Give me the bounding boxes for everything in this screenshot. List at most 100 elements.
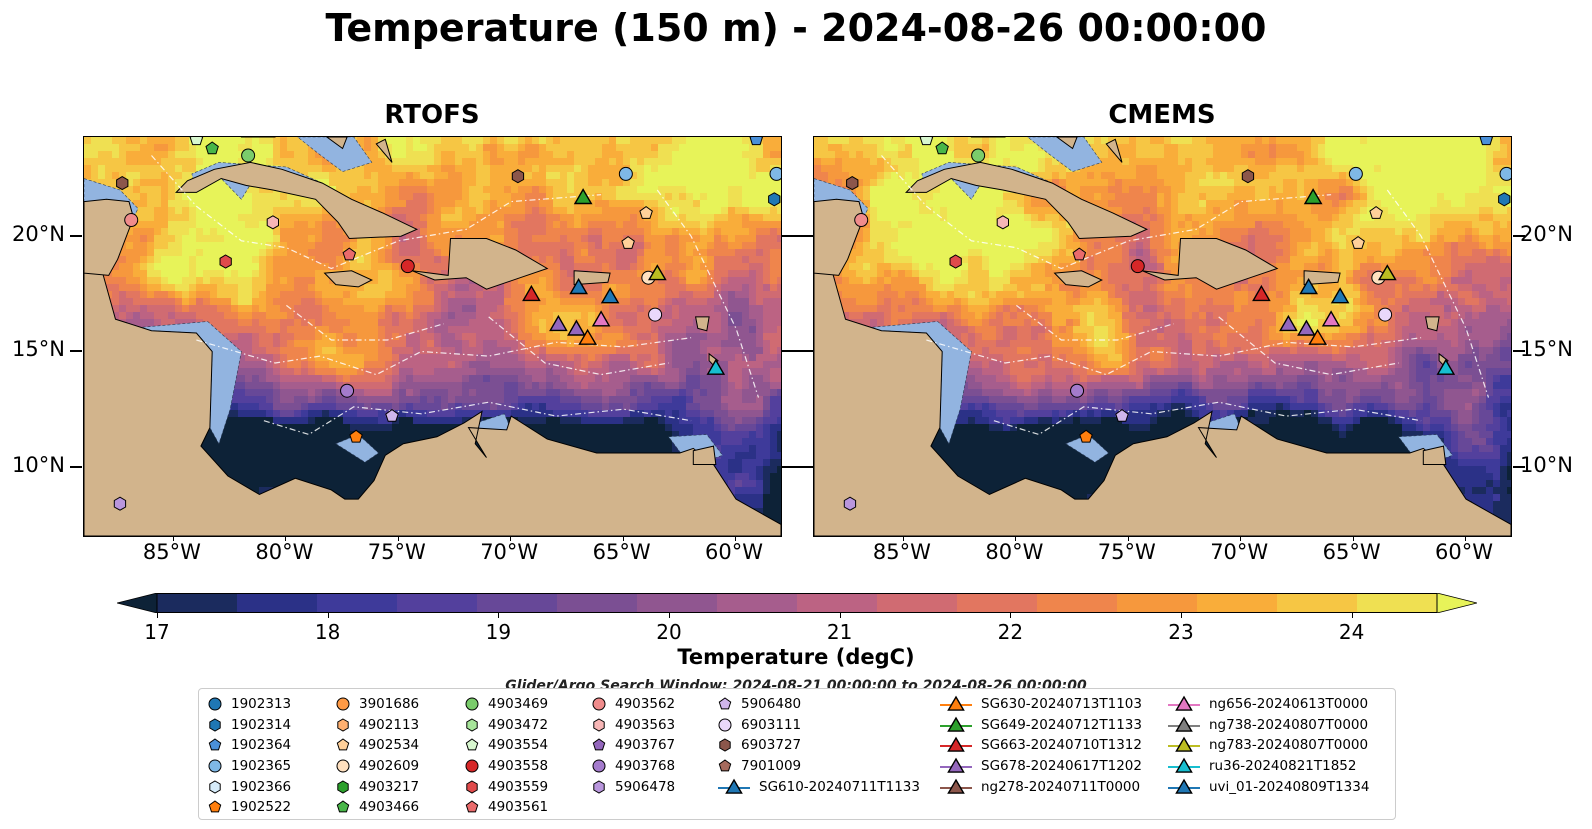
land-bahamas2 bbox=[1105, 138, 1123, 163]
land-yucatan bbox=[814, 198, 865, 276]
glider-marker bbox=[573, 188, 593, 205]
lat-tick-mark bbox=[782, 465, 800, 468]
argo-float-marker bbox=[1369, 205, 1383, 219]
legend-label: 1902314 bbox=[231, 716, 292, 733]
shallow-shelf bbox=[297, 137, 373, 172]
legend-marker-hexagon-icon bbox=[593, 718, 605, 732]
legend-marker-pentagon-icon bbox=[718, 759, 732, 772]
glider-marker bbox=[1252, 284, 1271, 302]
legend-marker-triangle-icon bbox=[940, 695, 972, 712]
legend-label: 5906478 bbox=[615, 778, 676, 795]
legend-item: 4903562 bbox=[591, 694, 675, 715]
eez-boundary bbox=[881, 155, 1332, 270]
colorbar-tick-mark bbox=[327, 613, 329, 618]
colorbar-tick-mark bbox=[157, 613, 158, 618]
land-bahamas1 bbox=[1055, 137, 1078, 150]
land-trinidad bbox=[692, 445, 717, 465]
legend-label: ng738-20240807T0000 bbox=[1209, 716, 1369, 733]
panel-title-rtofs: RTOFS bbox=[384, 100, 480, 130]
figure-title: Temperature (150 m) - 2024-08-26 00:00:0… bbox=[325, 6, 1267, 50]
eez-boundary bbox=[1386, 189, 1490, 398]
legend-label: 4903554 bbox=[488, 737, 549, 754]
legend-marker-hexagon-icon bbox=[593, 780, 605, 794]
legend-item: 5906478 bbox=[591, 776, 675, 797]
lat-tick-mark bbox=[796, 465, 814, 468]
legend-marker-hexagon-icon bbox=[719, 738, 731, 753]
argo-float-marker bbox=[205, 141, 219, 155]
argo-float-marker bbox=[639, 205, 653, 219]
legend-label: ru36-20240821T1852 bbox=[1209, 758, 1357, 775]
legend-item: 1902522 bbox=[207, 797, 291, 818]
lat-tick-label-left: 10°N bbox=[12, 452, 65, 477]
lon-tick-mark bbox=[397, 536, 399, 541]
legend-item: 6903111 bbox=[717, 715, 920, 736]
colorbar-bin bbox=[477, 593, 558, 613]
lat-tick-label-right: 10°N bbox=[1520, 452, 1573, 477]
legend-label: 4903559 bbox=[488, 778, 549, 795]
argo-float-marker bbox=[189, 137, 204, 146]
glider-marker bbox=[578, 328, 598, 345]
legend-marker-pentagon-icon bbox=[465, 738, 479, 751]
legend-marker-circle-icon bbox=[592, 697, 606, 711]
argo-float-marker bbox=[1070, 383, 1085, 398]
legend-marker-triangle-icon bbox=[1168, 778, 1200, 794]
argo-float-marker bbox=[1115, 408, 1129, 422]
argo-float-marker bbox=[919, 137, 934, 146]
land-guadeloupe bbox=[694, 316, 710, 332]
legend-label: 4902534 bbox=[359, 737, 420, 754]
lat-tick-mark bbox=[70, 465, 82, 468]
land-hispaniola bbox=[412, 238, 549, 290]
colorbar-tick-mark bbox=[839, 613, 841, 618]
eez-boundary bbox=[1016, 304, 1174, 341]
legend-marker-pentagon-icon bbox=[208, 800, 222, 813]
lat-tick-label-right: 15°N bbox=[1520, 337, 1573, 362]
lat-tick-mark bbox=[782, 235, 800, 238]
glider-marker bbox=[549, 314, 568, 332]
argo-float-marker bbox=[1378, 307, 1393, 322]
legend-item: ng783-20240807T0000 bbox=[1167, 735, 1369, 756]
lat-tick-mark bbox=[70, 235, 82, 238]
colorbar-bin bbox=[317, 593, 398, 613]
lon-tick-label: 60°W bbox=[705, 540, 764, 564]
lon-tick-mark bbox=[285, 536, 287, 541]
legend-marker-circle-icon bbox=[336, 697, 350, 711]
lon-tick-mark bbox=[1240, 536, 1242, 541]
eez-boundary bbox=[993, 401, 1422, 436]
colorbar-label: Temperature (degC) bbox=[677, 645, 915, 669]
legend-marker-triangle-icon bbox=[1168, 695, 1200, 712]
argo-float-marker bbox=[648, 307, 663, 322]
legend-item: SG678-20240617T1202 bbox=[939, 756, 1142, 777]
legend-label: 4902113 bbox=[359, 716, 420, 733]
colorbar-tick-label: 23 bbox=[1168, 620, 1194, 644]
colorbar-bin bbox=[957, 593, 1038, 613]
legend-item: 4903768 bbox=[591, 756, 675, 777]
panel-title-cmems: CMEMS bbox=[1108, 100, 1216, 130]
legend-item: 1902313 bbox=[207, 694, 291, 715]
argo-float-marker bbox=[113, 496, 127, 511]
argo-float-marker bbox=[340, 383, 355, 398]
glider-marker bbox=[591, 310, 611, 327]
argo-float-marker bbox=[846, 176, 859, 191]
lon-tick-label: 70°W bbox=[1210, 540, 1269, 564]
legend-item: 4903217 bbox=[335, 776, 419, 797]
lon-tick-label: 85°W bbox=[872, 540, 931, 564]
argo-float-marker bbox=[768, 192, 781, 207]
legend-item: 3901686 bbox=[335, 694, 419, 715]
lon-tick-mark bbox=[1465, 536, 1467, 541]
lon-tick-label: 65°W bbox=[1322, 540, 1381, 564]
glider-marker bbox=[1279, 314, 1298, 332]
eez-boundary bbox=[196, 337, 692, 376]
land-bahamas1 bbox=[325, 137, 348, 150]
legend-label: 7901009 bbox=[741, 758, 802, 775]
legend-column: SG630-20240713T1103 SG649-20240712T1133 SG… bbox=[939, 694, 1142, 797]
legend-item: 4902534 bbox=[335, 735, 419, 756]
glider-marker bbox=[1377, 264, 1397, 281]
argo-float-marker bbox=[219, 254, 232, 269]
legend-marker-pentagon-icon bbox=[465, 800, 479, 813]
lon-tick-label: 75°W bbox=[367, 540, 426, 564]
legend-label: 6903727 bbox=[741, 737, 802, 754]
legend-item: 1902364 bbox=[207, 735, 291, 756]
legend-label: 1902365 bbox=[231, 758, 292, 775]
legend-label: 4903562 bbox=[615, 696, 676, 713]
legend-column: 5906480 6903111 6903727 7901009 SG610-202407… bbox=[717, 694, 920, 797]
